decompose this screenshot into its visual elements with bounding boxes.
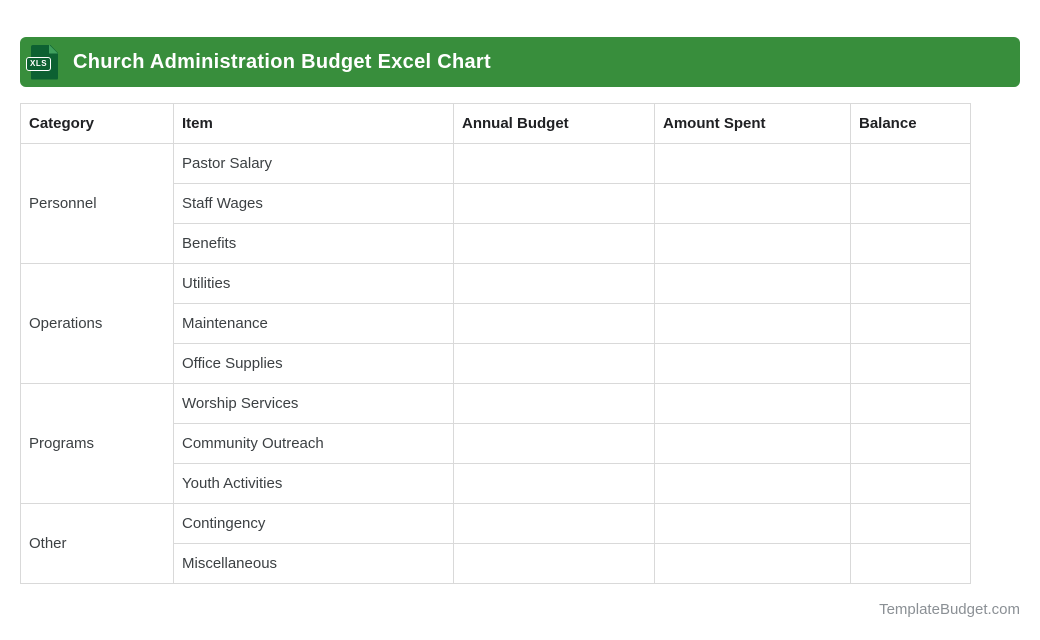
table-header-row: Category Item Annual Budget Amount Spent… <box>20 103 971 144</box>
balance-cell <box>850 303 971 344</box>
annual-budget-cell <box>453 423 655 464</box>
budget-table: Category Item Annual Budget Amount Spent… <box>20 103 971 584</box>
column-header-balance: Balance <box>850 103 971 144</box>
item-cell: Community Outreach <box>173 423 454 464</box>
item-cell: Miscellaneous <box>173 543 454 584</box>
annual-budget-cell <box>453 183 655 224</box>
category-cell: Other <box>20 503 174 584</box>
balance-cell <box>850 343 971 384</box>
annual-budget-cell <box>453 463 655 504</box>
amount-spent-cell <box>654 543 851 584</box>
balance-cell <box>850 223 971 264</box>
balance-cell <box>850 263 971 304</box>
amount-spent-cell <box>654 183 851 224</box>
header-bar: XLS Church Administration Budget Excel C… <box>20 37 1020 87</box>
amount-spent-cell <box>654 463 851 504</box>
xls-file-icon: XLS <box>26 44 58 80</box>
balance-cell <box>850 423 971 464</box>
annual-budget-cell <box>453 543 655 584</box>
item-cell: Benefits <box>173 223 454 264</box>
category-cell: Personnel <box>20 143 174 264</box>
amount-spent-cell <box>654 503 851 544</box>
annual-budget-cell <box>453 263 655 304</box>
annual-budget-cell <box>453 143 655 184</box>
column-header-amount-spent: Amount Spent <box>654 103 851 144</box>
amount-spent-cell <box>654 343 851 384</box>
balance-cell <box>850 143 971 184</box>
balance-cell <box>850 383 971 424</box>
item-cell: Pastor Salary <box>173 143 454 184</box>
item-cell: Staff Wages <box>173 183 454 224</box>
table-row: Operations Utilities <box>20 263 971 384</box>
table-row: Youth Activities <box>21 463 971 504</box>
balance-cell <box>850 183 971 224</box>
table-row: Staff Wages <box>21 183 971 224</box>
column-header-annual-budget: Annual Budget <box>453 103 655 144</box>
item-cell: Office Supplies <box>173 343 454 384</box>
item-cell: Youth Activities <box>173 463 454 504</box>
table-row: Maintenance <box>21 303 971 344</box>
balance-cell <box>850 503 971 544</box>
footer-watermark: TemplateBudget.com <box>879 601 1020 618</box>
table-row: Programs Worship Services <box>20 383 971 504</box>
item-cell: Contingency <box>173 503 454 544</box>
balance-cell <box>850 543 971 584</box>
page-title: Church Administration Budget Excel Chart <box>73 50 491 73</box>
annual-budget-cell <box>453 383 655 424</box>
item-cell: Utilities <box>173 263 454 304</box>
xls-corner-fold <box>49 44 58 54</box>
column-header-item: Item <box>173 103 454 144</box>
amount-spent-cell <box>654 263 851 304</box>
category-cell: Programs <box>20 383 174 504</box>
amount-spent-cell <box>654 303 851 344</box>
table-container: Category Item Annual Budget Amount Spent… <box>20 103 1020 584</box>
amount-spent-cell <box>654 423 851 464</box>
amount-spent-cell <box>654 143 851 184</box>
table-row: Personnel Pastor Salary <box>20 143 971 264</box>
category-cell: Operations <box>20 263 174 384</box>
table-row: Office Supplies <box>21 343 971 384</box>
annual-budget-cell <box>453 503 655 544</box>
column-header-category: Category <box>20 103 174 144</box>
table-row: Other Contingency <box>20 503 971 584</box>
balance-cell <box>850 463 971 504</box>
item-cell: Worship Services <box>173 383 454 424</box>
xls-badge-label: XLS <box>26 56 52 71</box>
annual-budget-cell <box>453 303 655 344</box>
annual-budget-cell <box>453 223 655 264</box>
table-row: Community Outreach <box>21 423 971 464</box>
budget-table-body: Personnel Pastor Salary Staff Wages Benefit… <box>20 143 971 584</box>
table-row: Miscellaneous <box>21 543 971 584</box>
amount-spent-cell <box>654 383 851 424</box>
amount-spent-cell <box>654 223 851 264</box>
item-cell: Maintenance <box>173 303 454 344</box>
annual-budget-cell <box>453 343 655 384</box>
